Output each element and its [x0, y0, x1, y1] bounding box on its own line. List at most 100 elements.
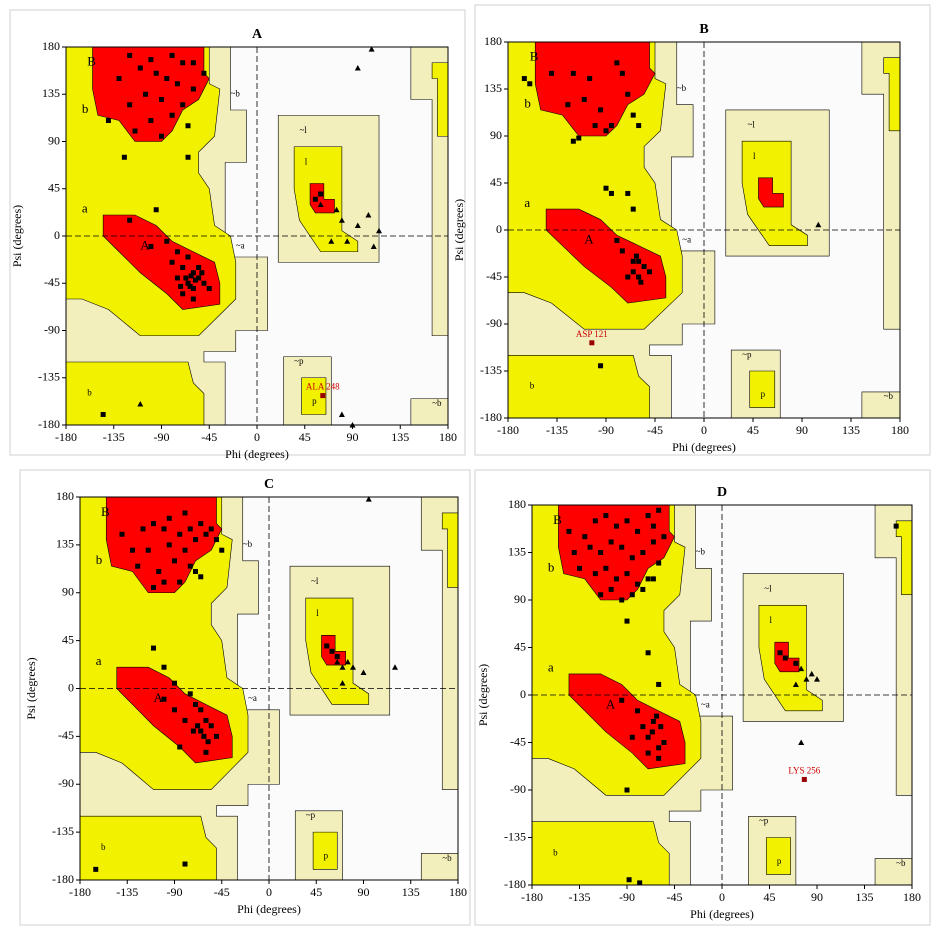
- x-tick-label: 90: [811, 890, 823, 904]
- residue-point: [161, 526, 167, 532]
- residue-point: [636, 274, 642, 280]
- glycine-point: [368, 46, 375, 52]
- residue-point: [164, 76, 170, 81]
- y-tick-label: 90: [62, 585, 74, 599]
- residue-point: [208, 723, 214, 729]
- x-tick-label: 90: [358, 885, 370, 899]
- region-label: ~a: [248, 693, 257, 703]
- residue-point: [180, 102, 186, 108]
- residue-point: [156, 568, 162, 574]
- residue-point: [629, 555, 635, 561]
- residue-point: [151, 645, 156, 651]
- residue-point: [645, 750, 651, 756]
- glycine-point: [338, 411, 345, 417]
- residue-point: [782, 655, 788, 661]
- residue-point: [159, 133, 164, 139]
- residue-point: [190, 270, 196, 276]
- residue-point: [127, 52, 133, 58]
- residue-point: [630, 258, 636, 264]
- residue-point: [148, 118, 154, 123]
- y-tick-label: 45: [62, 632, 74, 646]
- residue-point: [177, 579, 183, 585]
- residue-point: [608, 123, 614, 129]
- x-tick-label: -180: [55, 430, 77, 444]
- residue-point: [656, 681, 662, 687]
- residue-point: [127, 102, 133, 108]
- residue-point: [624, 571, 630, 577]
- y-tick-label: 135: [508, 544, 526, 558]
- residue-point: [185, 280, 191, 286]
- residue-point: [334, 654, 340, 660]
- x-tick-label: 45: [747, 423, 759, 437]
- y-tick-label: -135: [504, 829, 526, 843]
- residue-point: [592, 518, 598, 524]
- region-label: b: [548, 559, 555, 574]
- y-tick-label: 180: [508, 497, 526, 511]
- region: [545, 208, 667, 304]
- residue-point: [630, 206, 636, 212]
- residue-point: [598, 107, 604, 113]
- residue-point: [641, 264, 647, 270]
- residue-point: [576, 135, 582, 141]
- glycine-point: [354, 65, 361, 71]
- residue-point: [636, 123, 642, 129]
- region-label: b: [524, 96, 531, 111]
- outlier-point: [801, 776, 807, 782]
- residue-point: [140, 526, 146, 532]
- residue-point: [658, 724, 664, 730]
- region: [766, 837, 791, 875]
- residue-point: [629, 734, 635, 740]
- residue-point: [633, 253, 639, 259]
- region-label: B: [87, 54, 96, 69]
- residue-point: [625, 91, 631, 97]
- residue-point: [180, 291, 186, 297]
- glycine-point: [344, 658, 351, 665]
- region-label: A: [140, 237, 150, 252]
- residue-point: [183, 275, 189, 281]
- residue-point: [188, 273, 194, 279]
- residue-point: [172, 680, 177, 686]
- x-tick-label: -180: [69, 885, 91, 899]
- glycine-point: [328, 238, 335, 244]
- region-label: ~p: [742, 349, 752, 359]
- glycine-point: [339, 664, 346, 670]
- residue-point: [187, 691, 193, 697]
- residue-point: [793, 660, 799, 666]
- residue-point: [192, 277, 198, 283]
- x-tick-label: 45: [299, 430, 311, 444]
- outlier-label: ALA 248: [306, 382, 340, 392]
- region-label: ~a: [236, 241, 245, 251]
- y-tick-label: -90: [486, 316, 502, 330]
- residue-point: [182, 547, 188, 553]
- y-tick-label: 135: [42, 86, 60, 100]
- residue-point: [640, 586, 646, 592]
- residue-point: [640, 550, 646, 555]
- chart-title: C: [264, 477, 274, 492]
- residue-point: [137, 65, 143, 71]
- glycine-point: [365, 496, 372, 502]
- residue-point: [645, 650, 651, 656]
- residue-point: [656, 745, 662, 751]
- y-tick-label: -90: [58, 776, 74, 790]
- glycine-point: [370, 243, 377, 249]
- residue-point: [587, 544, 593, 550]
- x-tick-label: -45: [201, 430, 217, 444]
- region: [105, 496, 223, 594]
- residue-point: [214, 733, 219, 739]
- residue-point: [193, 537, 198, 543]
- residue-point: [198, 521, 204, 527]
- residue-point: [198, 707, 204, 713]
- region-label: ~b: [677, 83, 687, 93]
- residue-point: [169, 259, 175, 265]
- residue-point: [603, 565, 609, 571]
- y-axis-label: Psi (degrees): [452, 199, 466, 261]
- residue-point: [185, 123, 191, 129]
- residue-point: [649, 729, 655, 735]
- residue-point: [527, 81, 533, 87]
- residue-point: [318, 191, 324, 197]
- residue-point: [603, 513, 609, 519]
- residue-point: [151, 584, 156, 590]
- residue-point: [577, 565, 582, 571]
- residue-point: [570, 70, 576, 76]
- region: [749, 370, 776, 408]
